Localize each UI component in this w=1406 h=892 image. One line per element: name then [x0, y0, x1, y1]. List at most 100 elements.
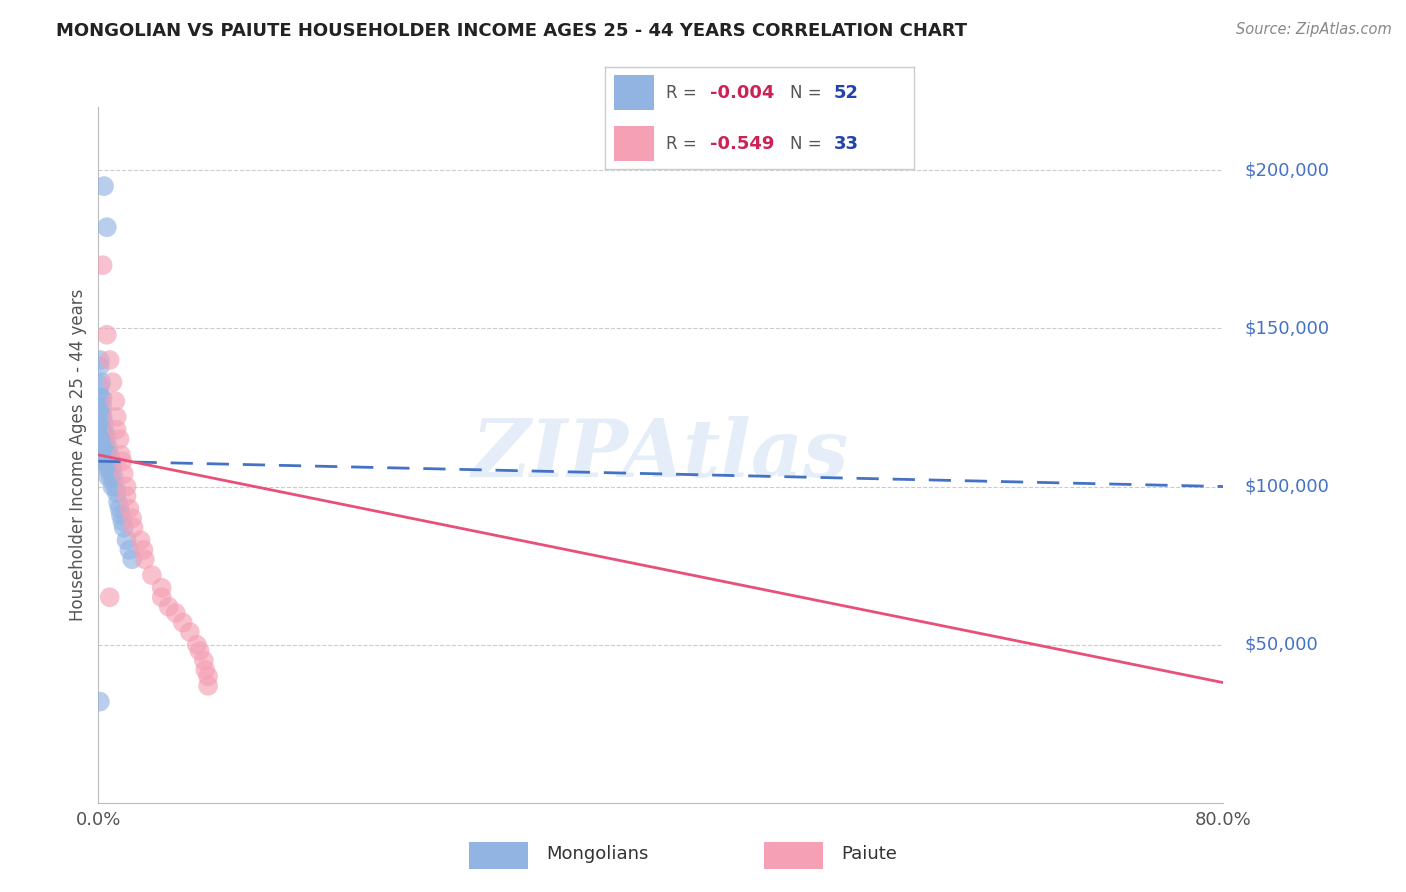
Point	[91, 432, 114, 446]
Point	[111, 454, 134, 468]
Point	[98, 448, 121, 462]
Point	[94, 425, 117, 440]
Point	[129, 533, 152, 548]
Point	[98, 591, 121, 605]
Point	[111, 514, 134, 528]
Point	[91, 401, 114, 415]
Point	[91, 409, 114, 424]
Point	[90, 423, 112, 437]
Point	[141, 568, 163, 582]
Bar	[765, 842, 824, 869]
Point	[100, 470, 122, 484]
Text: 33: 33	[834, 135, 859, 153]
Point	[93, 179, 115, 194]
Point	[104, 394, 127, 409]
Point	[97, 470, 120, 484]
Point	[93, 429, 115, 443]
Point	[91, 258, 114, 272]
Point	[179, 625, 201, 640]
Point	[132, 542, 155, 557]
Text: Paiute: Paiute	[841, 845, 897, 863]
Point	[94, 442, 117, 456]
Point	[91, 423, 114, 437]
Point	[104, 479, 127, 493]
Text: $50,000: $50,000	[1244, 636, 1317, 654]
Point	[90, 417, 112, 431]
Point	[110, 448, 132, 462]
Text: MONGOLIAN VS PAIUTE HOUSEHOLDER INCOME AGES 25 - 44 YEARS CORRELATION CHART: MONGOLIAN VS PAIUTE HOUSEHOLDER INCOME A…	[56, 22, 967, 40]
Text: $150,000: $150,000	[1244, 319, 1330, 337]
Point	[100, 454, 122, 468]
Point	[101, 460, 124, 475]
Point	[96, 220, 118, 235]
Point	[101, 479, 124, 493]
Point	[98, 464, 121, 478]
Point	[93, 454, 115, 468]
Point	[89, 391, 111, 405]
Point	[90, 407, 112, 421]
Point	[108, 432, 131, 446]
Point	[112, 521, 135, 535]
Point	[118, 501, 141, 516]
Point	[91, 442, 114, 456]
Text: $100,000: $100,000	[1244, 477, 1329, 496]
Point	[197, 669, 219, 683]
Point	[94, 454, 117, 468]
Text: Source: ZipAtlas.com: Source: ZipAtlas.com	[1236, 22, 1392, 37]
Text: R =: R =	[666, 135, 703, 153]
Point	[96, 327, 118, 342]
Point	[91, 454, 114, 468]
Point	[93, 442, 115, 456]
Point	[122, 521, 145, 535]
Point	[150, 581, 173, 595]
Point	[110, 508, 132, 522]
Point	[118, 542, 141, 557]
Point	[90, 391, 112, 405]
Point	[121, 552, 143, 566]
Point	[101, 375, 124, 389]
Point	[89, 359, 111, 374]
Point	[112, 467, 135, 481]
Point	[115, 533, 138, 548]
Point	[90, 429, 112, 443]
Point	[89, 378, 111, 392]
Point	[96, 460, 118, 475]
Text: -0.004: -0.004	[710, 84, 775, 102]
Point	[134, 552, 156, 566]
Point	[150, 591, 173, 605]
Point	[197, 679, 219, 693]
Point	[105, 409, 128, 424]
Point	[97, 442, 120, 456]
Point	[188, 644, 211, 658]
Point	[105, 423, 128, 437]
Point	[121, 511, 143, 525]
Point	[96, 432, 118, 446]
Text: -0.549: -0.549	[710, 135, 775, 153]
Bar	[614, 75, 654, 110]
Text: N =: N =	[790, 84, 827, 102]
Point	[165, 606, 187, 620]
Point	[90, 438, 112, 452]
Point	[96, 448, 118, 462]
Text: Mongolians: Mongolians	[546, 845, 648, 863]
Point	[157, 599, 180, 614]
Y-axis label: Householder Income Ages 25 - 44 years: Householder Income Ages 25 - 44 years	[69, 289, 87, 621]
Point	[103, 470, 125, 484]
Point	[193, 653, 215, 667]
Point	[90, 375, 112, 389]
Text: R =: R =	[666, 84, 703, 102]
Point	[115, 489, 138, 503]
Point	[186, 638, 208, 652]
Point	[107, 495, 129, 509]
Bar	[614, 127, 654, 161]
Point	[89, 695, 111, 709]
Point	[97, 454, 120, 468]
Text: $200,000: $200,000	[1244, 161, 1329, 179]
Point	[98, 353, 121, 368]
Text: 52: 52	[834, 84, 859, 102]
Point	[89, 401, 111, 415]
Point	[89, 353, 111, 368]
Point	[93, 417, 115, 431]
Text: ZIPAtlas: ZIPAtlas	[472, 417, 849, 493]
Point	[91, 391, 114, 405]
